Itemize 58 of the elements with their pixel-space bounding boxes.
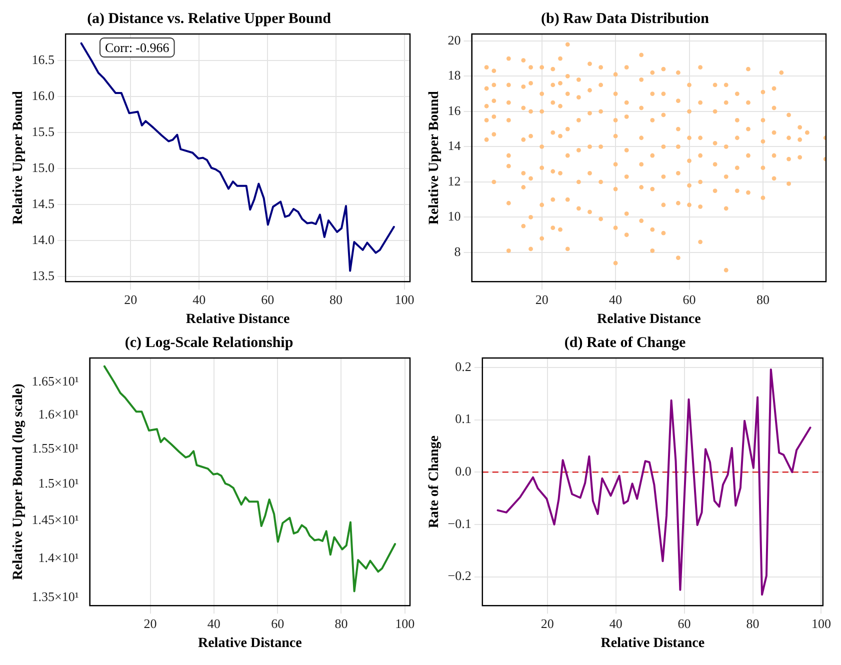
y-tick-label: 18 — [448, 68, 461, 83]
y-tick-label: −0.1 — [448, 516, 472, 531]
x-axis-title: Relative Distance — [198, 636, 302, 652]
y-tick-label: 15.5 — [32, 124, 55, 140]
y-tick-label: 16.5 — [32, 52, 55, 68]
x-tick-label: 20 — [124, 292, 138, 307]
annotation: Corr: -0.966 — [104, 40, 170, 55]
x-tick-label: 80 — [746, 616, 760, 631]
y-tick-label: 1.55×10¹ — [32, 440, 79, 456]
y-axis-title: Relative Upper Bound (log scale) — [11, 383, 26, 580]
y-tick-label: −0.2 — [448, 568, 472, 584]
chart-title: (b) Raw Data Distribution — [541, 10, 710, 27]
y-tick-label: 0.1 — [455, 411, 472, 426]
x-tick-label: 40 — [207, 616, 220, 631]
y-tick-label: 14.0 — [32, 232, 55, 247]
y-tick-label: 20 — [448, 32, 461, 48]
x-tick-label: 60 — [261, 292, 274, 307]
y-tick-label: 12 — [448, 173, 461, 188]
x-axis-title: Relative Distance — [600, 636, 705, 652]
y-tick-label: 1.5×10¹ — [38, 476, 79, 491]
y-tick-label: 13.5 — [32, 268, 55, 283]
chart-title: (c) Log-Scale Relationship — [124, 334, 294, 351]
x-tick-label: 40 — [609, 616, 622, 631]
x-axis-title: Relative Distance — [596, 312, 701, 328]
x-tick-label: 80 — [330, 292, 343, 307]
x-tick-label: 100 — [811, 616, 831, 631]
x-tick-label: 60 — [271, 616, 284, 631]
y-tick-label: 0.2 — [455, 358, 472, 374]
y-tick-label: 14.5 — [32, 196, 55, 212]
y-axis-title: Rate of Change — [427, 436, 442, 528]
y-tick-label: 14 — [448, 138, 462, 154]
x-tick-label: 20 — [535, 292, 548, 307]
y-tick-label: 15.0 — [32, 160, 55, 176]
x-tick-label: 60 — [682, 292, 696, 307]
x-tick-label: 60 — [678, 616, 691, 631]
x-tick-label: 20 — [144, 616, 157, 631]
y-tick-label: 1.4×10¹ — [38, 550, 79, 565]
x-tick-label: 40 — [192, 292, 206, 307]
x-tick-label: 80 — [756, 292, 770, 307]
x-tick-label: 80 — [334, 616, 348, 631]
y-axis-title: Relative Upper Bound — [11, 90, 26, 225]
y-tick-label: 16.0 — [32, 88, 55, 104]
x-axis-title: Relative Distance — [186, 312, 290, 328]
chart-title: (d) Rate of Change — [564, 334, 686, 351]
y-tick-label: 0.0 — [455, 464, 472, 479]
x-tick-label: 40 — [609, 292, 622, 307]
y-tick-label: 8 — [454, 244, 461, 259]
y-tick-label: 1.6×10¹ — [38, 406, 79, 422]
chart-title: (a) Distance vs. Relative Upper Bound — [87, 10, 332, 27]
y-tick-label: 1.35×10¹ — [32, 589, 79, 604]
y-axis-title: Relative Upper Bound — [427, 90, 442, 225]
y-tick-label: 10 — [448, 208, 461, 224]
y-tick-label: 1.45×10¹ — [32, 512, 79, 528]
x-tick-label: 100 — [394, 292, 414, 307]
x-tick-label: 20 — [540, 616, 554, 631]
y-tick-label: 1.65×10¹ — [32, 373, 79, 388]
y-tick-label: 16 — [448, 102, 462, 118]
x-tick-label: 100 — [395, 616, 415, 631]
